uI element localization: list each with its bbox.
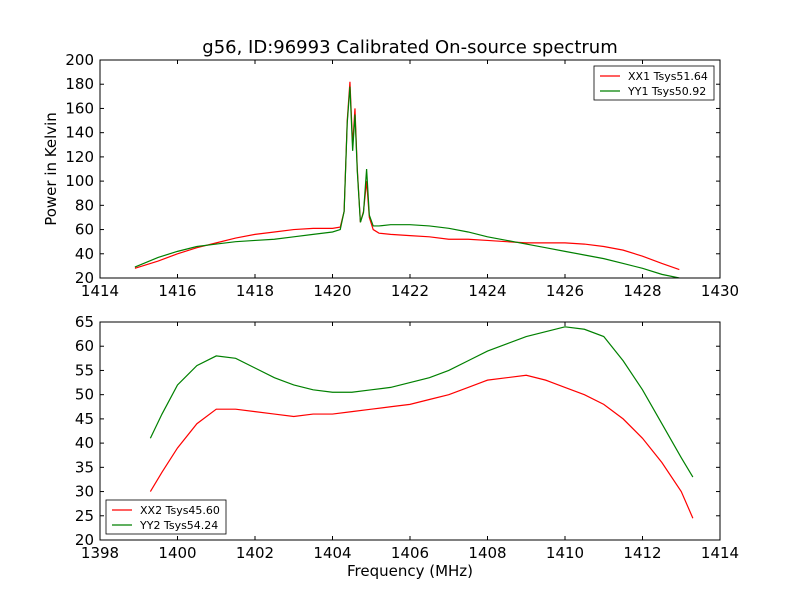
chart-2-x-tick-label: 1404: [313, 544, 351, 562]
chart-1-x-tick-label: 1414: [81, 282, 119, 300]
chart-2-y-tick-label: 45: [75, 410, 94, 428]
chart-1-y-tick-label: 200: [65, 51, 94, 69]
bottom-axes: 1398 1400 1402 1404 1406 1408 1410 1412 1414 20 25…: [75, 313, 739, 580]
chart-2-legend-label-1: XX2 Tsys45.60: [140, 504, 220, 517]
chart-2-y-tick-label: 65: [75, 313, 94, 331]
chart-2-y-tick-label: 55: [75, 361, 94, 379]
chart-2-x-tick-label: 1406: [391, 544, 429, 562]
chart-2-legend-box: [105, 499, 227, 535]
chart-2-y-tick-label: 20: [75, 531, 94, 549]
chart-1-x-tick-label: 1430: [701, 282, 739, 300]
chart-2-x-tick-label: 1398: [81, 544, 119, 562]
chart-2-x-axis-title: Frequency (MHz): [347, 562, 473, 580]
chart-2-series-line-1: [149, 374, 694, 519]
chart-2-x-tick-label: 1412: [623, 544, 661, 562]
chart-1-x-tick-label: 1422: [391, 282, 429, 300]
chart-1-y-axis-title: Power in Kelvin: [42, 112, 60, 226]
chart-1-x-tick-label: 1416: [158, 282, 196, 300]
chart-1-y-tick-label: 20: [75, 269, 94, 287]
chart-1-legend-label-1: XX1 Tsys51.64: [628, 70, 708, 83]
chart-2-x-tick-label: 1400: [158, 544, 196, 562]
chart-2-x-tick-label: 1408: [468, 544, 506, 562]
chart-1-x-tick-label: 1428: [623, 282, 661, 300]
chart-1-y-tick-label: 140: [65, 124, 94, 142]
chart-1-x-tick-label: 1418: [236, 282, 274, 300]
top-axes: 1414 1416 1418 1420 1422 1424 1426 1428 1430 20 40…: [42, 51, 739, 300]
chart-2-y-tick-label: 50: [75, 386, 94, 404]
chart-1-y-tick-label: 100: [65, 172, 94, 190]
chart-1-legend-box: [593, 65, 715, 101]
chart-2-y-tick-label: 35: [75, 458, 94, 476]
chart-2-series-line-2: [149, 326, 694, 478]
figure-title: g56, ID:96993 Calibrated On-source spect…: [202, 37, 617, 58]
chart-2-x-tick-label: 1402: [236, 544, 274, 562]
chart-1-y-tick-label: 160: [65, 99, 94, 117]
chart-2-x-tick-label: 1414: [701, 544, 739, 562]
chart-2-y-tick-label: 30: [75, 483, 94, 501]
chart-2-legend-label-2: YY2 Tsys54.24: [139, 519, 218, 532]
chart-2-y-tick-label: 25: [75, 507, 94, 525]
chart-1-y-tick-label: 60: [75, 221, 94, 239]
chart-1-y-tick-label: 180: [65, 75, 94, 93]
chart-1-x-tick-label: 1426: [546, 282, 584, 300]
chart-2-y-tick-label: 60: [75, 337, 94, 355]
chart-1-series-line-2: [134, 86, 680, 278]
chart-1-x-tick-label: 1420: [313, 282, 351, 300]
chart-1-x-tick-label: 1424: [468, 282, 506, 300]
chart-1-legend-label-2: YY1 Tsys50.92: [627, 85, 706, 98]
chart-2-y-tick-label: 40: [75, 434, 94, 452]
chart-1-y-tick-label: 80: [75, 196, 94, 214]
chart-1-y-tick-label: 120: [65, 148, 94, 166]
chart-1-y-tick-label: 40: [75, 245, 94, 263]
chart-2-x-tick-label: 1410: [546, 544, 584, 562]
